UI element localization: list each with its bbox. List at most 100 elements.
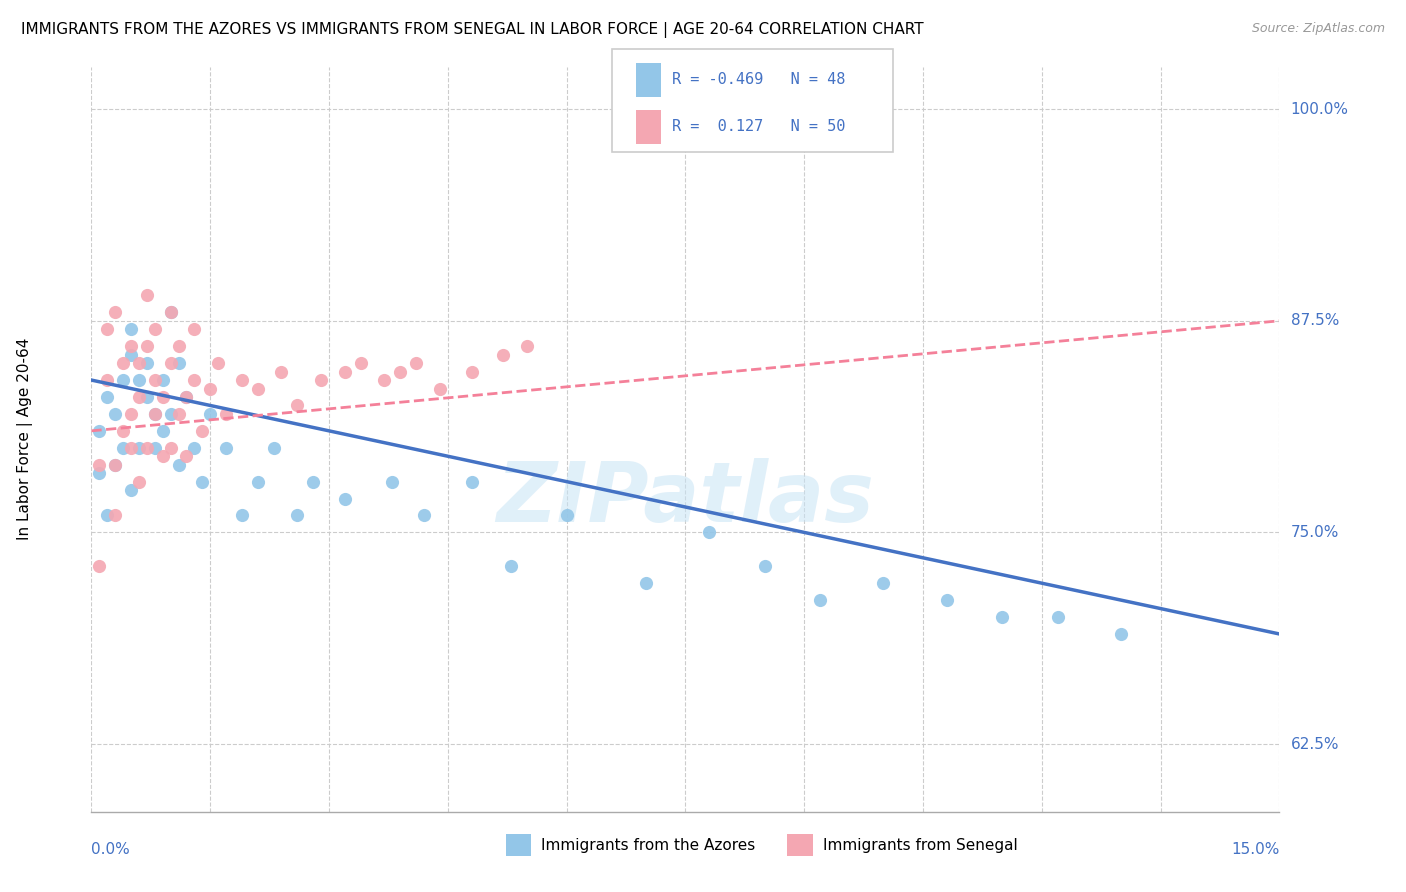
- Point: [120, 441, 142, 455]
- Point: [135, 288, 157, 302]
- Text: 15.0%: 15.0%: [1232, 842, 1279, 857]
- Point: [460, 365, 482, 379]
- Point: [808, 593, 831, 607]
- Point: [754, 559, 776, 574]
- Point: [135, 356, 157, 370]
- Point: [350, 356, 373, 370]
- Point: [405, 356, 427, 370]
- Text: 62.5%: 62.5%: [1291, 737, 1339, 751]
- Point: [143, 441, 166, 455]
- Point: [96, 390, 118, 404]
- Point: [89, 424, 111, 438]
- Point: [167, 407, 190, 421]
- Point: [1046, 610, 1069, 624]
- Point: [270, 365, 292, 379]
- Point: [104, 458, 127, 472]
- Point: [128, 356, 150, 370]
- Point: [285, 508, 308, 523]
- Point: [200, 382, 222, 396]
- Point: [634, 576, 657, 591]
- Point: [167, 339, 190, 353]
- Point: [89, 466, 111, 480]
- Point: [120, 322, 142, 336]
- Point: [697, 525, 720, 540]
- Point: [935, 593, 957, 607]
- Point: [96, 322, 118, 336]
- Point: [104, 305, 127, 319]
- Point: [285, 399, 308, 413]
- Text: R =  0.127   N = 50: R = 0.127 N = 50: [672, 119, 845, 134]
- Point: [302, 475, 325, 489]
- Point: [231, 508, 253, 523]
- Point: [135, 441, 157, 455]
- Text: ZIPatlas: ZIPatlas: [496, 458, 875, 540]
- Point: [215, 407, 238, 421]
- Point: [991, 610, 1014, 624]
- Point: [128, 475, 150, 489]
- Point: [135, 339, 157, 353]
- Point: [152, 390, 174, 404]
- Point: [373, 373, 395, 387]
- Text: Immigrants from Senegal: Immigrants from Senegal: [823, 838, 1018, 853]
- Point: [1109, 627, 1132, 641]
- Point: [183, 373, 205, 387]
- Point: [200, 407, 222, 421]
- Point: [231, 373, 253, 387]
- Text: Source: ZipAtlas.com: Source: ZipAtlas.com: [1251, 22, 1385, 36]
- Point: [191, 424, 214, 438]
- Point: [176, 390, 198, 404]
- Point: [112, 441, 135, 455]
- Point: [152, 373, 174, 387]
- Point: [389, 365, 412, 379]
- Point: [89, 559, 111, 574]
- Point: [333, 365, 356, 379]
- Text: 0.0%: 0.0%: [91, 842, 131, 857]
- Point: [176, 390, 198, 404]
- Point: [128, 390, 150, 404]
- Point: [128, 441, 150, 455]
- Text: 75.0%: 75.0%: [1291, 524, 1339, 540]
- Point: [191, 475, 214, 489]
- Point: [143, 373, 166, 387]
- Text: In Labor Force | Age 20-64: In Labor Force | Age 20-64: [17, 338, 32, 541]
- Point: [516, 339, 538, 353]
- Point: [555, 508, 578, 523]
- Point: [159, 356, 181, 370]
- Point: [120, 407, 142, 421]
- Point: [309, 373, 332, 387]
- Point: [143, 407, 166, 421]
- Point: [159, 407, 181, 421]
- Point: [246, 382, 269, 396]
- Text: IMMIGRANTS FROM THE AZORES VS IMMIGRANTS FROM SENEGAL IN LABOR FORCE | AGE 20-64: IMMIGRANTS FROM THE AZORES VS IMMIGRANTS…: [21, 22, 924, 38]
- Point: [167, 356, 190, 370]
- Point: [143, 407, 166, 421]
- Point: [104, 458, 127, 472]
- Point: [120, 339, 142, 353]
- Point: [96, 508, 118, 523]
- Point: [215, 441, 238, 455]
- Text: R = -0.469   N = 48: R = -0.469 N = 48: [672, 72, 845, 87]
- Point: [501, 559, 523, 574]
- Point: [381, 475, 404, 489]
- Point: [152, 424, 174, 438]
- Point: [152, 449, 174, 463]
- Point: [120, 348, 142, 362]
- Point: [183, 322, 205, 336]
- Text: Immigrants from the Azores: Immigrants from the Azores: [541, 838, 755, 853]
- Point: [176, 449, 198, 463]
- Point: [112, 373, 135, 387]
- Point: [167, 458, 190, 472]
- Point: [104, 508, 127, 523]
- Point: [143, 322, 166, 336]
- Point: [159, 305, 181, 319]
- Point: [492, 348, 515, 362]
- Point: [112, 356, 135, 370]
- Point: [159, 305, 181, 319]
- Point: [159, 441, 181, 455]
- Point: [246, 475, 269, 489]
- Text: 87.5%: 87.5%: [1291, 313, 1339, 328]
- Point: [207, 356, 229, 370]
- Point: [183, 441, 205, 455]
- Point: [429, 382, 451, 396]
- Point: [128, 373, 150, 387]
